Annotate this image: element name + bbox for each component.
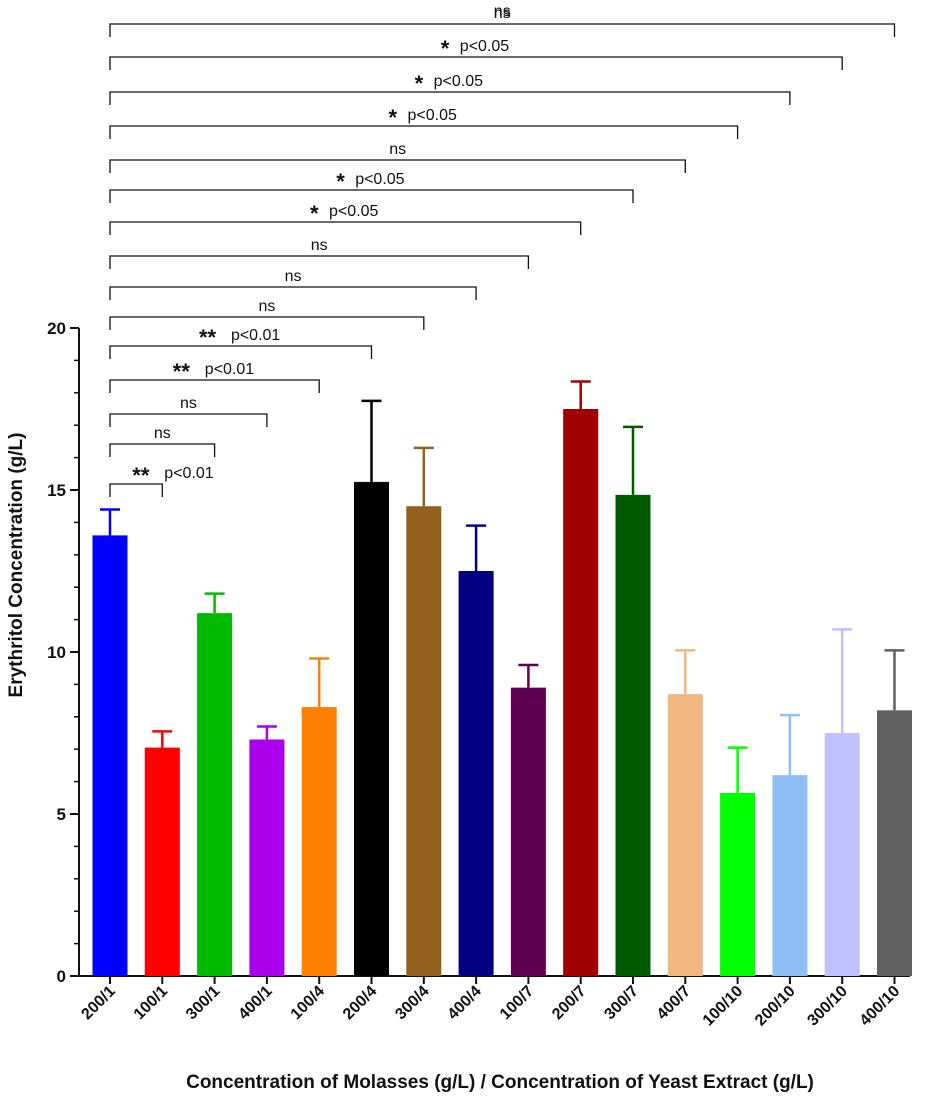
bar	[720, 792, 756, 976]
x-tick-label: 300/10	[804, 983, 851, 1030]
x-tick-label: 200/4	[340, 983, 380, 1023]
significance-stars: **	[173, 359, 191, 384]
significance-label: ns	[154, 425, 171, 442]
y-tick-label: 5	[57, 805, 66, 824]
significance-label: p<0.05	[434, 73, 483, 90]
significance-bracket	[109, 91, 791, 105]
significance-bracket	[109, 159, 686, 173]
significance-bracket	[109, 413, 268, 427]
x-tick-label: 200/1	[78, 983, 118, 1023]
bar	[877, 710, 912, 976]
significance-label: p<0.01	[205, 361, 254, 378]
significance-bracket	[109, 286, 477, 300]
x-tick-label: 400/4	[445, 983, 485, 1023]
bar	[458, 571, 494, 976]
significance-bracket	[109, 189, 634, 203]
x-tick-label: 300/7	[601, 983, 641, 1023]
significance-stars: *	[310, 201, 319, 226]
significance-bracket	[109, 443, 216, 457]
significance-stars: **	[132, 463, 150, 488]
significance-label: ns	[494, 3, 511, 20]
x-tick-label: 400/1	[235, 983, 275, 1023]
x-tick-label: 200/10	[752, 983, 799, 1030]
bar	[772, 775, 808, 976]
significance-bracket	[109, 345, 373, 359]
significance-label: ns	[311, 237, 328, 254]
x-tick-label: 400/10	[857, 983, 904, 1030]
significance-bracket	[109, 125, 739, 139]
bar	[615, 494, 651, 976]
x-axis-title: Concentration of Molasses (g/L) / Concen…	[186, 1072, 814, 1093]
significance-bracket	[109, 379, 320, 393]
significance-label: p<0.05	[329, 203, 378, 220]
bar	[563, 409, 599, 976]
bar	[406, 506, 442, 976]
bar	[667, 694, 703, 976]
significance-bracket	[109, 483, 163, 497]
significance-bracket	[109, 56, 843, 70]
bar	[249, 739, 285, 976]
significance-label: p<0.05	[408, 107, 457, 124]
bar	[301, 707, 337, 976]
significance-stars: **	[199, 325, 217, 350]
significance-label: ns	[180, 395, 197, 412]
x-tick-label: 300/1	[183, 983, 223, 1023]
y-axis-title: Erythritol Concentration (g/L)	[6, 433, 27, 698]
bars	[92, 380, 912, 976]
significance-label: p<0.05	[355, 171, 404, 188]
y-ticks: 0 5 10 15 20	[47, 319, 79, 986]
significance-stars: *	[441, 36, 450, 61]
x-tick-label: 400/7	[654, 983, 694, 1023]
significance-stars: *	[336, 169, 345, 194]
y-tick-label: 0	[57, 967, 66, 986]
x-tick-label: 100/1	[131, 983, 171, 1023]
significance-bracket	[109, 316, 425, 330]
significance-bracket	[109, 221, 582, 235]
x-tick-label: 200/7	[549, 983, 589, 1023]
significance-label: p<0.05	[460, 38, 509, 55]
significance-label: ns	[389, 141, 406, 158]
x-tick-label: 100/10	[700, 983, 747, 1030]
significance-label: ns	[285, 268, 302, 285]
significance-label: p<0.01	[231, 327, 280, 344]
y-tick-label: 15	[47, 481, 66, 500]
significance-label: p<0.01	[164, 465, 213, 482]
x-tick-label: 100/4	[288, 983, 328, 1023]
bar	[197, 613, 233, 976]
x-tick-label: 100/7	[497, 983, 537, 1023]
bar	[354, 481, 389, 976]
bar	[824, 733, 860, 976]
significance-bracket	[109, 255, 530, 269]
x-tick-label: 300/4	[392, 983, 432, 1023]
x-tick-labels: 200/1 100/1 300/1 400/1 100/4 200/4 300/4 400/4…	[78, 976, 903, 1029]
bar	[510, 687, 546, 976]
significance-bracket	[109, 23, 896, 37]
significance-label: ns	[258, 298, 275, 315]
bar	[144, 747, 180, 976]
significance-label: ns	[494, 5, 511, 22]
significance-stars: *	[415, 71, 424, 96]
bar	[92, 535, 128, 976]
y-tick-label: 10	[47, 643, 66, 662]
significance-stars: *	[389, 105, 398, 130]
y-tick-label: 20	[47, 319, 66, 338]
